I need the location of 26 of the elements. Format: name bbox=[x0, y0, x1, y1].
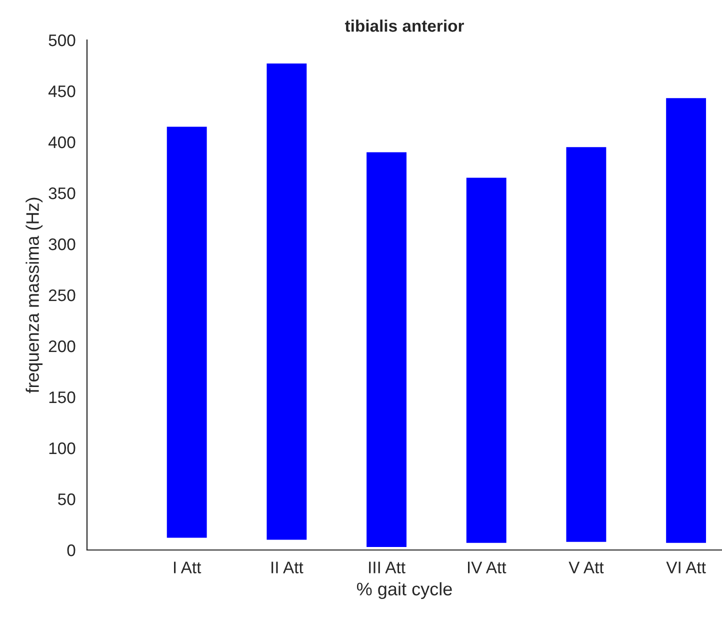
y-tick-label: 250 bbox=[48, 289, 76, 302]
y-tick-label: 200 bbox=[48, 340, 76, 352]
y-tick-label: 350 bbox=[48, 187, 76, 200]
bar bbox=[166, 126, 207, 538]
x-tick-label: V Att bbox=[568, 562, 604, 574]
bar bbox=[266, 63, 307, 540]
chart-title: tibialis anterior bbox=[344, 20, 464, 32]
y-tick-label: 300 bbox=[48, 238, 76, 250]
y-tick-label: 150 bbox=[49, 391, 76, 404]
y-tick-label: 400 bbox=[48, 136, 76, 148]
x-tick-label: II Att bbox=[272, 562, 304, 574]
bar bbox=[466, 178, 506, 543]
y-axis-title: frequenza massima (Hz) bbox=[26, 198, 43, 394]
y-tick-label: 100 bbox=[49, 442, 76, 454]
y-tick-label: 0 bbox=[67, 544, 76, 556]
bar bbox=[366, 152, 406, 547]
y-tick-label: 50 bbox=[58, 493, 76, 506]
x-axis-title: % gait cycle bbox=[356, 582, 452, 600]
bar bbox=[566, 147, 606, 542]
y-tick-label: 500 bbox=[48, 34, 76, 46]
y-tick-label: 450 bbox=[48, 85, 76, 98]
bar bbox=[666, 98, 706, 543]
x-tick-label: VI Att bbox=[666, 562, 706, 574]
x-tick-label: I Att bbox=[174, 562, 202, 574]
x-tick-label: IV Att bbox=[468, 562, 506, 574]
x-tick-label: III Att bbox=[369, 562, 406, 574]
